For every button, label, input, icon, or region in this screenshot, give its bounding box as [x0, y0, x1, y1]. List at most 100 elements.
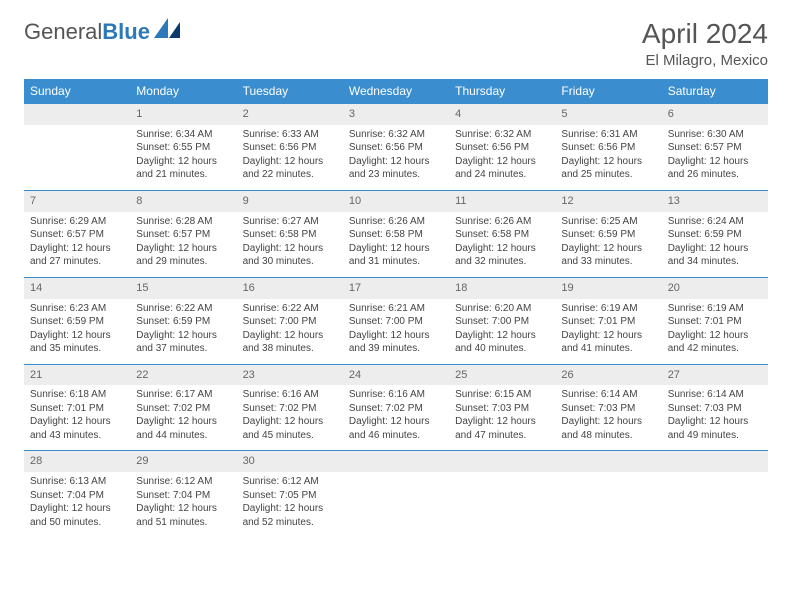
day-info: Sunrise: 6:14 AMSunset: 7:03 PMDaylight:…	[555, 385, 661, 451]
day-daylight1: Daylight: 12 hours	[455, 155, 549, 169]
day-daylight2: and 52 minutes.	[243, 516, 337, 530]
day-sunset: Sunset: 6:58 PM	[243, 228, 337, 242]
day-info-row: Sunrise: 6:29 AMSunset: 6:57 PMDaylight:…	[24, 212, 768, 278]
day-number: 11	[449, 190, 555, 211]
day-sunset: Sunset: 6:59 PM	[561, 228, 655, 242]
day-sunset: Sunset: 6:56 PM	[561, 141, 655, 155]
day-number: 1	[130, 104, 236, 125]
day-daylight2: and 22 minutes.	[243, 168, 337, 182]
day-sunset: Sunset: 7:05 PM	[243, 489, 337, 503]
day-daylight1: Daylight: 12 hours	[30, 415, 124, 429]
logo-sail-icon	[154, 18, 182, 45]
day-sunset: Sunset: 6:58 PM	[455, 228, 549, 242]
day-number: 9	[237, 190, 343, 211]
day-daylight1: Daylight: 12 hours	[668, 415, 762, 429]
day-info	[449, 472, 555, 537]
day-sunset: Sunset: 7:03 PM	[561, 402, 655, 416]
day-info: Sunrise: 6:23 AMSunset: 6:59 PMDaylight:…	[24, 299, 130, 365]
day-sunset: Sunset: 7:03 PM	[455, 402, 549, 416]
day-sunrise: Sunrise: 6:24 AM	[668, 215, 762, 229]
day-info: Sunrise: 6:20 AMSunset: 7:00 PMDaylight:…	[449, 299, 555, 365]
day-daylight2: and 41 minutes.	[561, 342, 655, 356]
day-sunrise: Sunrise: 6:22 AM	[136, 302, 230, 316]
day-daylight1: Daylight: 12 hours	[243, 502, 337, 516]
day-info	[555, 472, 661, 537]
logo-text-gray: General	[24, 19, 102, 44]
day-daylight2: and 38 minutes.	[243, 342, 337, 356]
day-info: Sunrise: 6:34 AMSunset: 6:55 PMDaylight:…	[130, 125, 236, 191]
day-number: 29	[130, 451, 236, 472]
day-sunrise: Sunrise: 6:12 AM	[243, 475, 337, 489]
logo-text: GeneralBlue	[24, 19, 150, 45]
day-daylight1: Daylight: 12 hours	[136, 329, 230, 343]
day-sunset: Sunset: 6:59 PM	[668, 228, 762, 242]
day-sunrise: Sunrise: 6:33 AM	[243, 128, 337, 142]
day-daylight1: Daylight: 12 hours	[349, 415, 443, 429]
day-daylight2: and 25 minutes.	[561, 168, 655, 182]
day-number: 5	[555, 104, 661, 125]
day-sunrise: Sunrise: 6:28 AM	[136, 215, 230, 229]
day-sunset: Sunset: 7:01 PM	[668, 315, 762, 329]
day-number-row: 282930	[24, 451, 768, 472]
day-daylight2: and 43 minutes.	[30, 429, 124, 443]
day-daylight1: Daylight: 12 hours	[668, 155, 762, 169]
day-sunrise: Sunrise: 6:14 AM	[561, 388, 655, 402]
day-number: 8	[130, 190, 236, 211]
day-daylight2: and 34 minutes.	[668, 255, 762, 269]
day-number: 28	[24, 451, 130, 472]
day-sunrise: Sunrise: 6:25 AM	[561, 215, 655, 229]
day-number	[24, 104, 130, 125]
day-daylight2: and 46 minutes.	[349, 429, 443, 443]
day-daylight1: Daylight: 12 hours	[243, 329, 337, 343]
day-sunset: Sunset: 6:57 PM	[668, 141, 762, 155]
day-sunset: Sunset: 6:58 PM	[349, 228, 443, 242]
weekday-header: Friday	[555, 79, 661, 104]
day-daylight2: and 45 minutes.	[243, 429, 337, 443]
day-daylight2: and 40 minutes.	[455, 342, 549, 356]
day-daylight1: Daylight: 12 hours	[561, 415, 655, 429]
day-sunrise: Sunrise: 6:31 AM	[561, 128, 655, 142]
day-info: Sunrise: 6:16 AMSunset: 7:02 PMDaylight:…	[237, 385, 343, 451]
day-sunrise: Sunrise: 6:29 AM	[30, 215, 124, 229]
day-number-row: 21222324252627	[24, 364, 768, 385]
day-info-row: Sunrise: 6:34 AMSunset: 6:55 PMDaylight:…	[24, 125, 768, 191]
day-info	[343, 472, 449, 537]
day-daylight2: and 21 minutes.	[136, 168, 230, 182]
day-sunrise: Sunrise: 6:34 AM	[136, 128, 230, 142]
day-sunset: Sunset: 7:00 PM	[349, 315, 443, 329]
day-sunset: Sunset: 6:56 PM	[243, 141, 337, 155]
day-daylight2: and 47 minutes.	[455, 429, 549, 443]
day-sunrise: Sunrise: 6:26 AM	[349, 215, 443, 229]
day-daylight2: and 27 minutes.	[30, 255, 124, 269]
day-sunrise: Sunrise: 6:26 AM	[455, 215, 549, 229]
day-daylight2: and 24 minutes.	[455, 168, 549, 182]
day-info: Sunrise: 6:27 AMSunset: 6:58 PMDaylight:…	[237, 212, 343, 278]
day-daylight1: Daylight: 12 hours	[561, 329, 655, 343]
day-info: Sunrise: 6:17 AMSunset: 7:02 PMDaylight:…	[130, 385, 236, 451]
day-sunset: Sunset: 7:01 PM	[561, 315, 655, 329]
day-daylight2: and 35 minutes.	[30, 342, 124, 356]
day-info: Sunrise: 6:12 AMSunset: 7:04 PMDaylight:…	[130, 472, 236, 537]
day-sunrise: Sunrise: 6:27 AM	[243, 215, 337, 229]
day-sunset: Sunset: 7:00 PM	[243, 315, 337, 329]
day-sunrise: Sunrise: 6:20 AM	[455, 302, 549, 316]
day-info-row: Sunrise: 6:18 AMSunset: 7:01 PMDaylight:…	[24, 385, 768, 451]
day-number	[343, 451, 449, 472]
day-sunset: Sunset: 6:59 PM	[136, 315, 230, 329]
day-info: Sunrise: 6:28 AMSunset: 6:57 PMDaylight:…	[130, 212, 236, 278]
day-sunrise: Sunrise: 6:22 AM	[243, 302, 337, 316]
day-number: 2	[237, 104, 343, 125]
day-info: Sunrise: 6:18 AMSunset: 7:01 PMDaylight:…	[24, 385, 130, 451]
day-daylight1: Daylight: 12 hours	[668, 329, 762, 343]
month-title: April 2024	[642, 18, 768, 50]
day-sunrise: Sunrise: 6:19 AM	[668, 302, 762, 316]
day-number: 12	[555, 190, 661, 211]
day-daylight2: and 42 minutes.	[668, 342, 762, 356]
day-number	[662, 451, 768, 472]
day-daylight2: and 37 minutes.	[136, 342, 230, 356]
day-daylight1: Daylight: 12 hours	[136, 155, 230, 169]
day-number: 4	[449, 104, 555, 125]
day-info: Sunrise: 6:26 AMSunset: 6:58 PMDaylight:…	[343, 212, 449, 278]
day-daylight2: and 33 minutes.	[561, 255, 655, 269]
day-daylight1: Daylight: 12 hours	[349, 242, 443, 256]
